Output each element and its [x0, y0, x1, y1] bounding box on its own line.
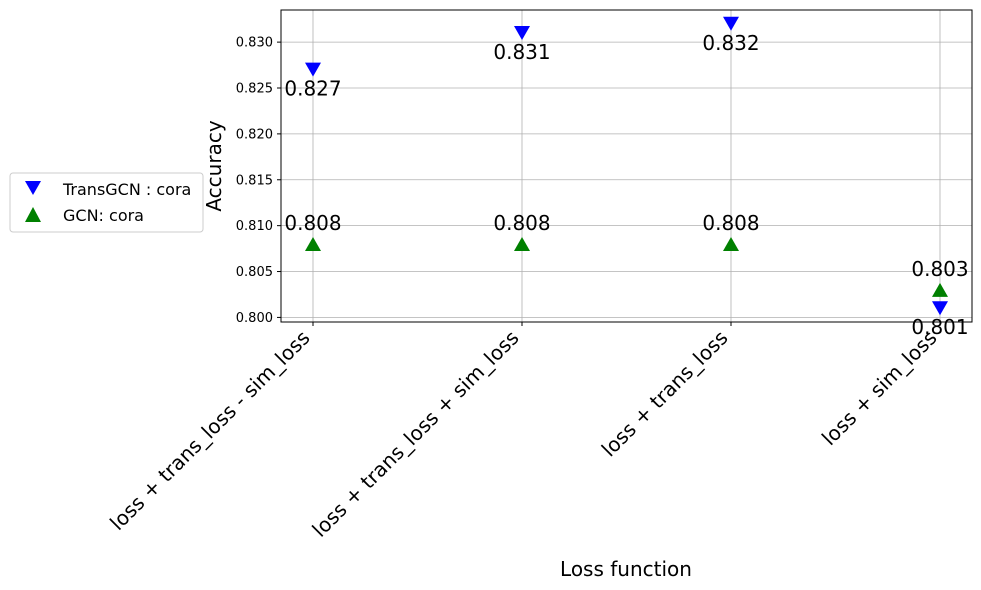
gcn-value-label: 0.808 — [493, 211, 550, 235]
gcn-marker — [305, 237, 321, 251]
x-axis-title: Loss function — [560, 557, 692, 581]
transgcn-marker — [514, 25, 530, 40]
transgcn-marker — [723, 16, 739, 31]
y-tick-label: 0.820 — [236, 127, 273, 142]
transgcn-value-label: 0.832 — [702, 31, 759, 55]
transgcn-value-label: 0.801 — [911, 315, 968, 339]
legend-box — [9, 172, 204, 233]
y-tick-label: 0.805 — [236, 265, 273, 280]
markers — [305, 16, 948, 316]
legend: TransGCN : cora GCN: cora — [9, 172, 204, 233]
y-tick-label: 0.825 — [236, 82, 273, 97]
x-tick-label: loss + trans_loss + sim_loss — [307, 326, 523, 542]
y-tick-label: 0.830 — [236, 36, 273, 51]
gcn-marker — [932, 282, 948, 297]
plot-area-frame — [280, 9, 973, 323]
y-tick-label: 0.815 — [236, 173, 273, 188]
gcn-value-label: 0.808 — [702, 211, 759, 235]
y-tick-label: 0.800 — [236, 311, 273, 326]
gcn-marker — [723, 237, 739, 251]
legend-marker-transgcn — [25, 181, 41, 195]
x-tick-label: loss + trans_loss - sim_loss — [105, 326, 314, 535]
gcn-value-label: 0.808 — [284, 211, 341, 235]
gcn-marker — [514, 237, 530, 251]
gcn-value-label: 0.803 — [911, 257, 968, 281]
transgcn-marker — [305, 62, 321, 77]
transgcn-marker — [932, 301, 948, 316]
y-axis: 0.800 0.805 0.810 0.815 0.820 0.825 0.830 — [236, 36, 281, 326]
legend-label-transgcn: TransGCN : cora — [62, 180, 191, 199]
legend-marker-gcn — [25, 207, 41, 222]
y-axis-title: Accuracy — [202, 120, 226, 211]
grid — [281, 10, 972, 322]
legend-label-gcn: GCN: cora — [63, 206, 144, 225]
transgcn-value-label: 0.831 — [493, 40, 550, 64]
y-tick-label: 0.810 — [236, 219, 273, 234]
data-labels: 0.827 0.831 0.832 0.801 0.808 0.808 0.808 0.803 — [284, 31, 968, 339]
transgcn-value-label: 0.827 — [284, 77, 341, 101]
x-tick-label: loss + sim_loss — [817, 326, 942, 451]
x-tick-label: loss + trans_loss — [597, 326, 733, 462]
